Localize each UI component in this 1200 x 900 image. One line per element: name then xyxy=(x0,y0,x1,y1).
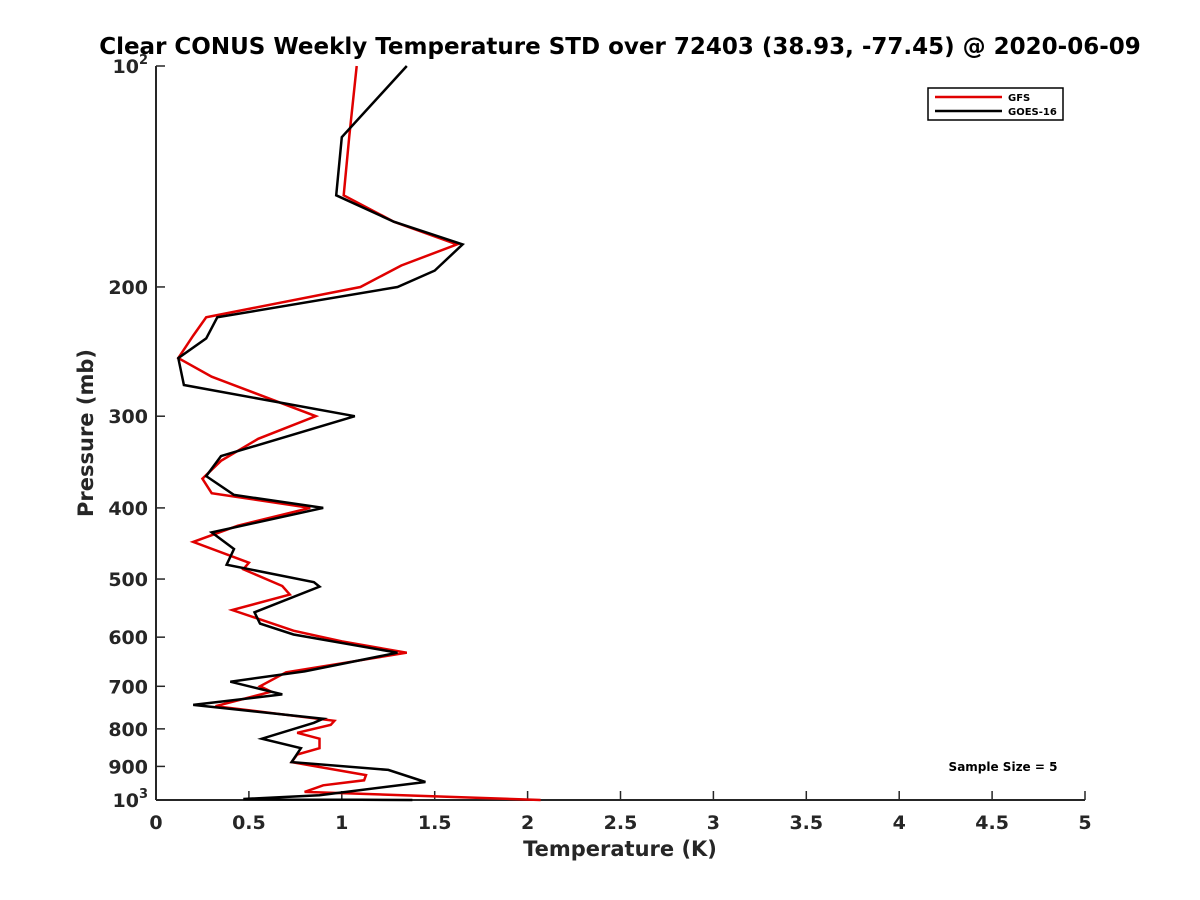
y-tick-label: 300 xyxy=(108,406,148,428)
legend-label-gfs: GFS xyxy=(1008,93,1030,104)
x-tick-label: 4 xyxy=(893,812,906,834)
series-line-gfs xyxy=(176,65,541,802)
y-tick-base: 10 xyxy=(113,790,139,812)
y-tick-label: 800 xyxy=(108,719,148,741)
x-axis-label: Temperature (K) xyxy=(523,837,717,861)
y-tick-label: 500 xyxy=(108,569,148,591)
legend: GFS GOES-16 xyxy=(927,87,1064,121)
y-tick-base: 10 xyxy=(113,56,139,78)
x-tick-label: 3.5 xyxy=(789,812,823,834)
y-tick-label: 103 xyxy=(113,787,149,812)
series-line-goes-16 xyxy=(176,65,465,802)
x-tick-label: 1 xyxy=(335,812,348,834)
axes: 0 0.5 1 1.5 2 2.5 3 3.5 4 4.5 51022003004005006007… xyxy=(108,53,1091,834)
chart-title: Clear CONUS Weekly Temperature STD over … xyxy=(99,34,1141,60)
x-tick-label: 3 xyxy=(707,812,720,834)
x-tick-label: 2 xyxy=(521,812,534,834)
y-tick-label: 400 xyxy=(108,498,148,520)
legend-label-goes16: GOES-16 xyxy=(1008,107,1057,118)
y-tick-label: 700 xyxy=(108,676,148,698)
x-tick-label: 2.5 xyxy=(604,812,638,834)
y-tick-label: 200 xyxy=(108,277,148,299)
x-tick-label: 5 xyxy=(1078,812,1091,834)
y-tick-label: 600 xyxy=(108,627,148,649)
x-tick-label: 4.5 xyxy=(975,812,1009,834)
x-tick-label: 0.5 xyxy=(232,812,266,834)
plot-area xyxy=(176,65,541,802)
y-tick-exponent: 2 xyxy=(139,53,148,68)
x-tick-label: 1.5 xyxy=(418,812,452,834)
sample-size-annotation: Sample Size = 5 xyxy=(949,760,1058,774)
x-tick-label: 0 xyxy=(149,812,162,834)
y-tick-label: 900 xyxy=(108,756,148,778)
y-tick-label: 102 xyxy=(113,53,149,78)
legend-box xyxy=(927,87,1064,121)
y-tick-exponent: 3 xyxy=(139,787,148,802)
y-axis-label: Pressure (mb) xyxy=(74,349,98,517)
